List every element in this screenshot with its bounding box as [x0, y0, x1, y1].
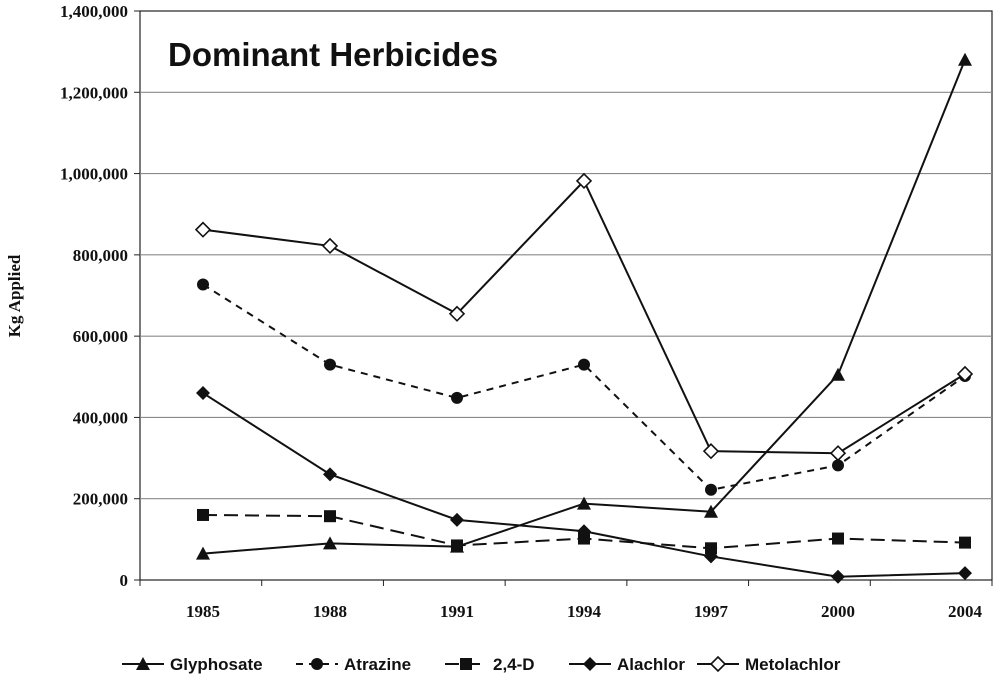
- series-glyphosate: [196, 52, 972, 560]
- data-point-alachlor: [831, 569, 845, 584]
- data-point-2-4-d: [197, 508, 209, 521]
- y-tick-label: 400,000: [73, 408, 128, 427]
- series-metolachlor: [194, 172, 974, 462]
- plot-area: [139, 10, 993, 581]
- y-tick-label: 1,000,000: [60, 165, 128, 184]
- data-point-atrazine: [832, 459, 844, 472]
- legend-label-2-4-d: 2,4-D: [493, 655, 535, 674]
- x-tick-label: 2004: [948, 602, 983, 621]
- series-2-4-d: [197, 508, 971, 555]
- y-tick-label: 1,400,000: [60, 2, 128, 21]
- data-point-alachlor: [196, 386, 210, 401]
- data-point-metolachlor: [702, 443, 720, 460]
- legend-item-metolachlor: Metolachlor: [697, 655, 841, 674]
- y-axis-label: Kg Applied: [5, 254, 24, 337]
- data-point-glyphosate: [323, 536, 337, 550]
- x-tick-label: 1991: [440, 602, 474, 621]
- legend-marker-alachlor: [583, 657, 597, 671]
- data-point-metolachlor: [194, 221, 212, 238]
- data-point-2-4-d: [451, 539, 463, 552]
- y-tick-label: 600,000: [73, 327, 128, 346]
- x-tick-label: 1988: [313, 602, 347, 621]
- legend-label-metolachlor: Metolachlor: [745, 655, 841, 674]
- legend-label-alachlor: Alachlor: [617, 655, 685, 674]
- data-point-glyphosate: [196, 546, 210, 560]
- legend-item-glyphosate: Glyphosate: [122, 655, 263, 674]
- legend-item-alachlor: Alachlor: [569, 655, 685, 674]
- data-point-2-4-d: [324, 510, 336, 523]
- data-point-metolachlor: [448, 305, 466, 322]
- data-point-2-4-d: [578, 532, 590, 545]
- chart-title: Dominant Herbicides: [168, 36, 498, 73]
- series-alachlor: [196, 386, 972, 584]
- legend-label-glyphosate: Glyphosate: [170, 655, 263, 674]
- x-tick-label: 1985: [186, 602, 220, 621]
- x-tick-label: 2000: [821, 602, 855, 621]
- data-point-metolachlor: [829, 445, 847, 462]
- legend-marker-metolachlor: [709, 655, 727, 673]
- legend-item-atrazine: Atrazine: [296, 655, 411, 674]
- y-tick-label: 200,000: [73, 490, 128, 509]
- data-point-glyphosate: [704, 504, 718, 518]
- data-point-metolachlor: [575, 172, 593, 190]
- x-axis-ticks: 1985 1988 1991 1994 1997 2000 2004: [139, 580, 993, 621]
- legend-marker-2-4-d: [460, 658, 472, 670]
- data-point-alachlor: [704, 549, 718, 564]
- data-point-metolachlor: [956, 365, 974, 383]
- data-point-glyphosate: [831, 367, 845, 381]
- data-point-atrazine: [197, 278, 209, 291]
- gridlines: [140, 91, 992, 500]
- x-tick-label: 1994: [567, 602, 602, 621]
- data-point-atrazine: [451, 391, 463, 404]
- data-point-2-4-d: [705, 542, 717, 555]
- y-tick-label: 1,200,000: [60, 83, 128, 102]
- legend-marker-atrazine: [311, 658, 323, 670]
- data-point-alachlor: [450, 512, 464, 527]
- x-tick-label: 1997: [694, 602, 729, 621]
- data-point-atrazine: [705, 483, 717, 496]
- data-point-atrazine: [578, 358, 590, 371]
- data-point-glyphosate: [577, 496, 591, 510]
- data-point-alachlor: [323, 467, 337, 482]
- legend-label-atrazine: Atrazine: [344, 655, 411, 674]
- data-point-2-4-d: [832, 532, 844, 545]
- data-point-metolachlor: [321, 237, 339, 255]
- data-point-glyphosate: [958, 52, 972, 66]
- legend-item-2-4-d: 2,4-D: [445, 655, 535, 674]
- series-group: [194, 52, 974, 584]
- data-point-alachlor: [577, 524, 591, 539]
- y-tick-label: 0: [120, 571, 129, 590]
- legend: Glyphosate Atrazine 2,4-D Alachlor Metolachl…: [122, 655, 841, 674]
- legend-marker-glyphosate: [136, 657, 150, 670]
- y-axis-ticks: 0 200,000 400,000 600,000 800,000 1,000,000 1,…: [60, 2, 140, 590]
- data-point-atrazine: [324, 358, 336, 371]
- y-tick-label: 800,000: [73, 246, 128, 265]
- data-point-2-4-d: [959, 536, 971, 549]
- data-point-alachlor: [958, 566, 972, 581]
